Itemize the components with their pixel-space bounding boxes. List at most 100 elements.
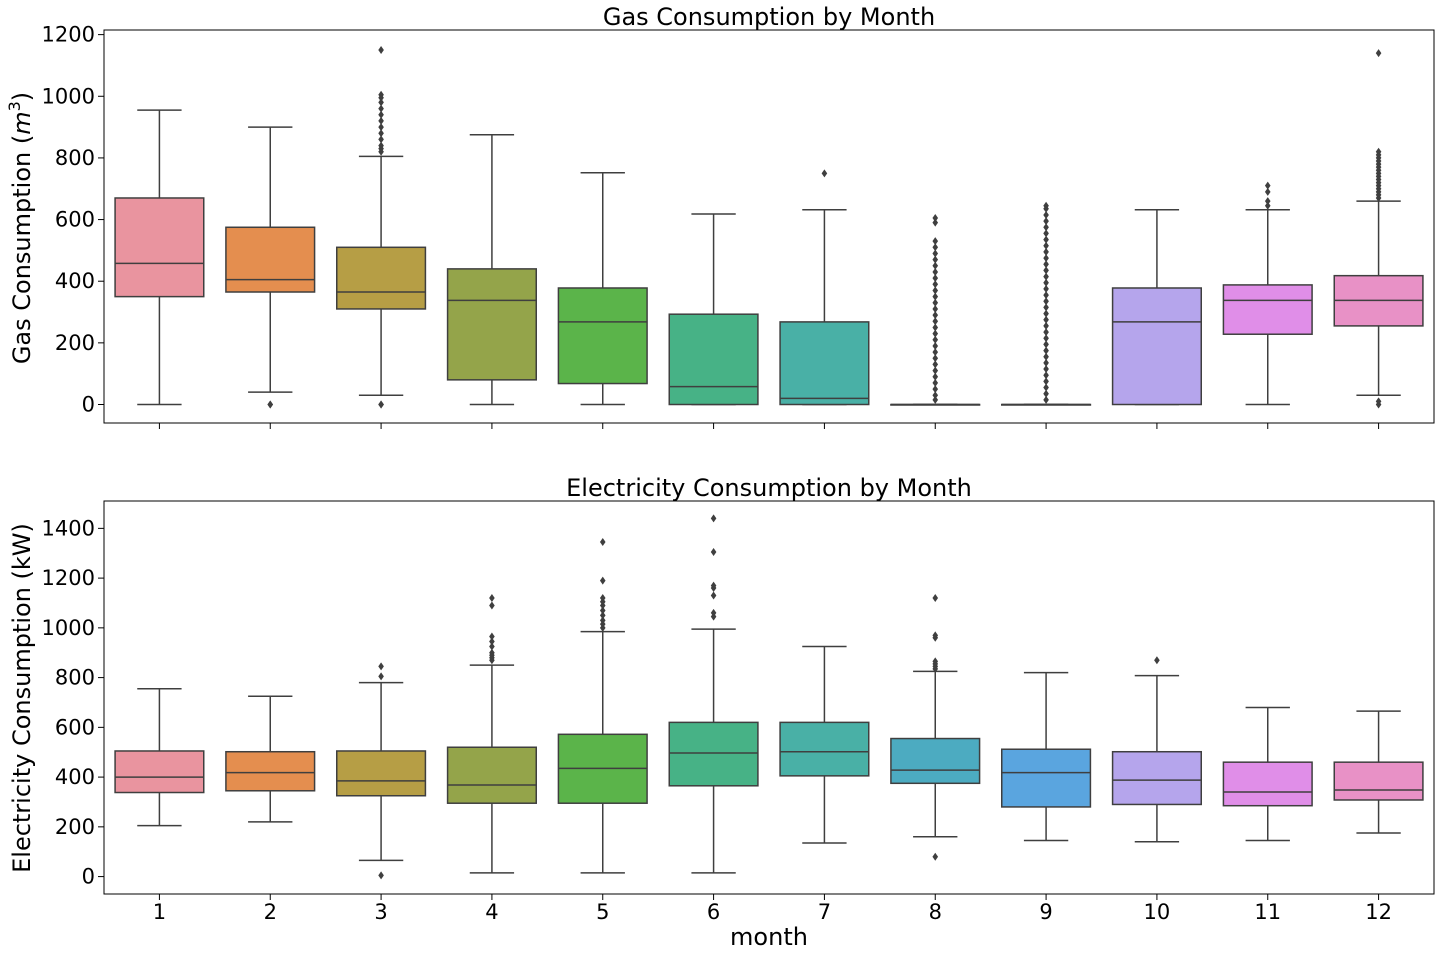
- gas-y-tick-label: 200: [55, 331, 95, 355]
- gas-y-label-unit: m: [8, 111, 36, 134]
- outlier-point: [1043, 223, 1049, 232]
- outlier-point: [932, 852, 939, 861]
- electricity-x-tick-label: 11: [1254, 900, 1281, 924]
- iqr-box: [1222, 761, 1313, 807]
- outlier-point: [932, 255, 939, 264]
- electricity-x-tick-label: 10: [1144, 900, 1171, 924]
- electricity-y-tick-label: 1200: [42, 566, 95, 590]
- iqr-box: [668, 313, 759, 406]
- electricity-box-month-8: [890, 594, 981, 861]
- iqr-box: [446, 268, 538, 381]
- outlier-point: [1043, 303, 1049, 312]
- outlier-point: [378, 46, 384, 55]
- outlier-point: [932, 317, 939, 326]
- gas-y-label-exponent: 3: [5, 101, 24, 111]
- electricity-chart-panel: Electricity Consumption by Month Electri…: [8, 474, 1435, 951]
- outlier-point: [932, 286, 939, 295]
- outlier-point: [1043, 241, 1049, 250]
- outlier-point: [932, 243, 939, 252]
- electricity-y-tick-label: 1000: [42, 616, 95, 640]
- outlier-point: [932, 391, 939, 400]
- gas-y-ticks: 0 200 400 600 800 1000 1200: [42, 23, 104, 417]
- iqr-box: [225, 750, 316, 792]
- outlier-point: [932, 594, 939, 603]
- electricity-x-tick-label: 3: [374, 900, 387, 924]
- iqr-box: [668, 721, 759, 787]
- outlier-point: [599, 611, 606, 620]
- outlier-point: [1043, 266, 1049, 275]
- electricity-x-tick-label: 7: [818, 900, 831, 924]
- outlier-point: [1043, 309, 1049, 318]
- outlier-point: [378, 129, 384, 138]
- iqr-box: [890, 737, 981, 785]
- outlier-point: [267, 400, 274, 409]
- electricity-box-month-1: [114, 688, 205, 827]
- outlier-point: [489, 632, 495, 641]
- electricity-x-tick-label: 12: [1365, 900, 1392, 924]
- iqr-box: [225, 226, 316, 293]
- outlier-point: [932, 378, 939, 387]
- outlier-point: [1043, 377, 1049, 386]
- outlier-point: [489, 648, 495, 657]
- outlier-point: [1375, 49, 1382, 58]
- gas-box-month-2: [225, 126, 316, 409]
- gas-y-tick-label: 400: [55, 269, 95, 293]
- gas-box-month-4: [446, 134, 538, 406]
- electricity-box-month-6: [668, 514, 759, 874]
- outlier-point: [932, 354, 939, 363]
- outlier-point: [1375, 147, 1382, 156]
- electricity-box-month-11: [1222, 706, 1313, 842]
- electricity-chart-title: Electricity Consumption by Month: [566, 474, 972, 502]
- iqr-box: [114, 197, 205, 298]
- outlier-point: [1264, 197, 1271, 206]
- electricity-x-tick-label: 8: [929, 900, 942, 924]
- iqr-box: [336, 246, 427, 310]
- outlier-point: [489, 601, 495, 610]
- outlier-point: [1043, 229, 1049, 238]
- outlier-point: [1043, 395, 1049, 404]
- outlier-point: [932, 348, 939, 357]
- outlier-point: [1043, 272, 1049, 281]
- outlier-point: [1043, 328, 1049, 337]
- iqr-box: [1111, 750, 1203, 806]
- outlier-point: [1043, 217, 1049, 226]
- electricity-x-tick-label: 2: [264, 900, 277, 924]
- electricity-box-month-4: [446, 594, 538, 874]
- outlier-point: [1264, 201, 1271, 210]
- outlier-point: [932, 372, 939, 381]
- outlier-point: [1043, 321, 1049, 330]
- outlier-point: [599, 616, 606, 625]
- outlier-point: [932, 267, 939, 276]
- gas-y-tick-label: 1000: [42, 84, 95, 108]
- electricity-y-axis-label: Electricity Consumption (kW): [8, 523, 36, 873]
- electricity-box-month-5: [557, 538, 648, 874]
- electricity-y-tick-label: 800: [55, 666, 95, 690]
- gas-y-label-close: ): [8, 92, 36, 101]
- iqr-box: [779, 721, 870, 777]
- electricity-x-tick-label: 6: [707, 900, 720, 924]
- outlier-point: [1264, 187, 1271, 196]
- electricity-x-ticks: 1 2 3 4 5 6 7 8 9 10 11 12: [153, 894, 1392, 924]
- electricity-x-tick-label: 1: [153, 900, 166, 924]
- iqr-box: [1222, 284, 1313, 335]
- outlier-point: [821, 169, 828, 178]
- outlier-point: [1043, 315, 1049, 324]
- outlier-point: [932, 341, 939, 350]
- gas-box-month-8: [890, 214, 981, 406]
- gas-boxes: [114, 46, 1424, 409]
- electricity-box-month-2: [225, 695, 316, 823]
- outlier-point: [932, 304, 939, 313]
- outlier-point: [932, 360, 939, 369]
- outlier-point: [1375, 397, 1382, 406]
- electricity-boxes: [114, 514, 1424, 880]
- electricity-y-tick-label: 600: [55, 715, 95, 739]
- iqr-box: [1001, 748, 1092, 808]
- outlier-point: [378, 672, 384, 681]
- electricity-box-month-9: [1001, 671, 1092, 842]
- iqr-box: [1333, 761, 1424, 801]
- gas-box-month-5: [557, 171, 648, 406]
- gas-y-label-main: Gas Consumption (: [8, 135, 36, 364]
- outlier-point: [932, 335, 939, 344]
- electricity-box-month-12: [1333, 710, 1424, 834]
- outlier-point: [932, 292, 939, 301]
